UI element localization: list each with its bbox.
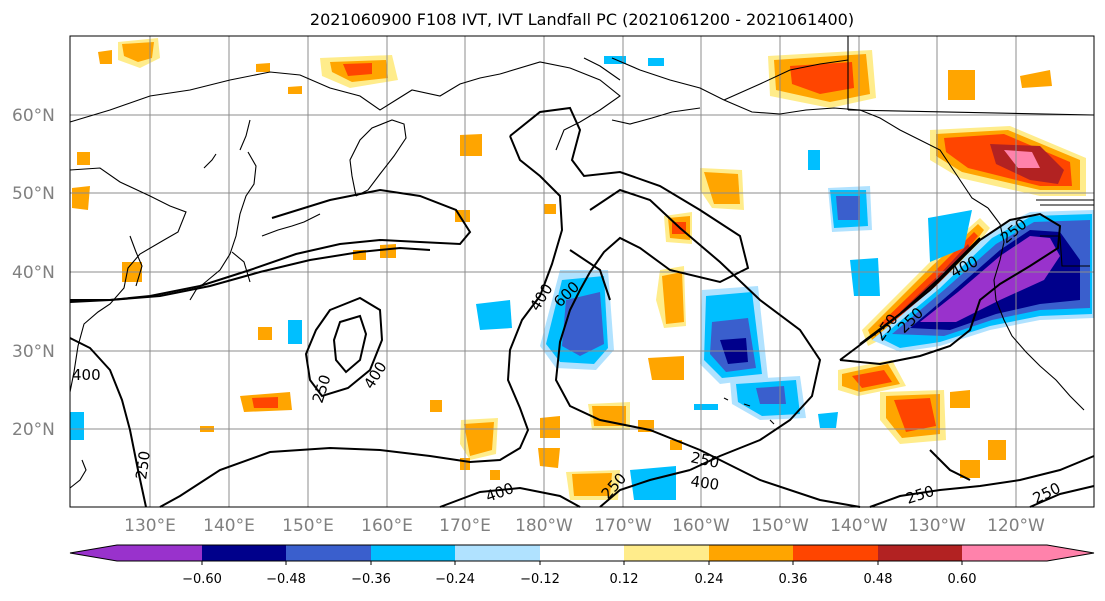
colorbar-tick-label: −0.48 xyxy=(266,572,306,587)
ivt-contours xyxy=(69,106,1095,508)
lat-label-60: 60°N xyxy=(12,106,55,126)
colorbar-tick-label: 0.24 xyxy=(695,572,724,587)
colorbar-swatch xyxy=(793,545,878,561)
map-title: 2021060900 F108 IVT, IVT Landfall PC (20… xyxy=(309,10,855,29)
contour-label: 250 xyxy=(1030,479,1064,508)
colorbar-tick-label: −0.36 xyxy=(351,572,391,587)
contour-label: 400 xyxy=(360,358,390,392)
lon-label: 130°W xyxy=(908,516,966,536)
colorbar-swatch xyxy=(286,545,371,561)
colorbar-tick-label: −0.60 xyxy=(182,572,222,587)
colorbar-tick-label: −0.24 xyxy=(435,572,475,587)
lon-label: 140°E xyxy=(203,516,255,536)
colorbar-tick-labels: −0.60 −0.48 −0.36 −0.24 −0.12 0.12 0.24 … xyxy=(182,572,976,587)
lat-label-20: 20°N xyxy=(12,420,55,440)
coastlines xyxy=(69,36,1095,489)
contour-label: 400 xyxy=(483,479,516,506)
contour-label: 250 xyxy=(904,482,937,508)
lon-label: 180°W xyxy=(515,516,573,536)
lon-label: 160°W xyxy=(672,516,730,536)
lat-label-40: 40°N xyxy=(12,263,55,283)
contour-label: 250 xyxy=(689,448,721,472)
colorbar-tick-label: 0.12 xyxy=(610,572,639,587)
contour-label: 400 xyxy=(72,366,101,384)
lon-label: 130°E xyxy=(124,516,176,536)
colorbar-swatch xyxy=(371,545,455,561)
colorbar-swatch xyxy=(202,545,286,561)
colorbar-swatch xyxy=(455,545,540,561)
colorbar-tick-label: 0.60 xyxy=(948,572,977,587)
contour-label: 250 xyxy=(309,372,335,405)
colorbar-swatch xyxy=(540,545,624,561)
colorbar-outline xyxy=(69,544,1095,562)
longitude-labels: 130°E 140°E 150°E 160°E 170°E 180°W 170°… xyxy=(124,516,1045,536)
lon-label: 150°E xyxy=(282,516,334,536)
lon-label: 170°W xyxy=(594,516,652,536)
colorbar-tick-label: 0.36 xyxy=(779,572,808,587)
latitude-labels: 60°N 50°N 40°N 30°N 20°N xyxy=(12,106,55,440)
graticule xyxy=(70,36,1094,507)
colorbar-swatch xyxy=(962,545,1094,561)
contour-label: 250 xyxy=(132,450,154,481)
colorbar-swatch xyxy=(70,545,202,561)
colorbar-tick-label: 0.48 xyxy=(864,572,893,587)
colorbar-tick-label: −0.12 xyxy=(520,572,560,587)
lon-label: 140°W xyxy=(830,516,888,536)
colorbar-ticks xyxy=(201,561,963,565)
lon-label: 170°E xyxy=(439,516,491,536)
colorbar-swatch xyxy=(709,545,793,561)
lon-label: 120°W xyxy=(987,516,1045,536)
lat-label-30: 30°N xyxy=(12,342,55,362)
map-frame xyxy=(69,35,1095,508)
shading-layer xyxy=(70,38,1094,500)
colorbar-swatch xyxy=(624,545,709,561)
lon-label: 150°W xyxy=(751,516,809,536)
colorbar-swatches xyxy=(70,545,1094,561)
colorbar: −0.60 −0.48 −0.36 −0.24 −0.12 0.12 0.24 … xyxy=(69,544,1095,587)
lon-label: 160°E xyxy=(361,516,413,536)
colorbar-swatch xyxy=(878,545,962,561)
contour-label: 400 xyxy=(689,472,720,494)
lat-label-50: 50°N xyxy=(12,184,55,204)
